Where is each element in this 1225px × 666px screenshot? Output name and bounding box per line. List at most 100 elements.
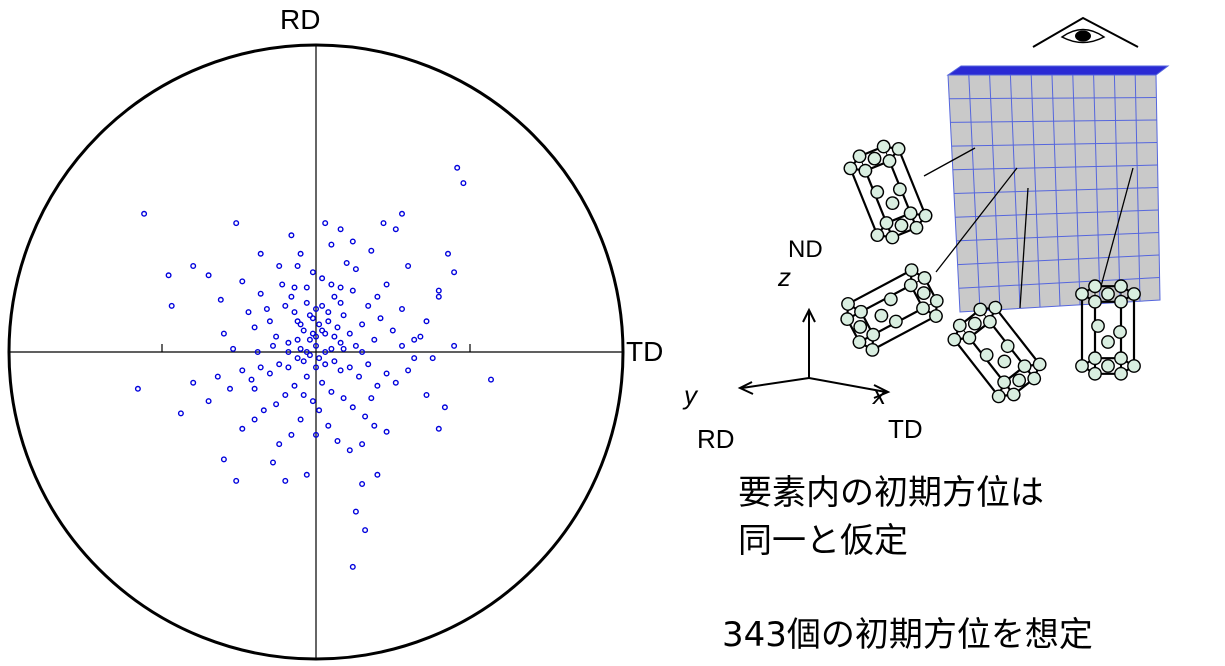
pole-point [368, 247, 375, 254]
x-label: x [873, 380, 886, 410]
pole-point [294, 318, 301, 325]
pole-point [168, 302, 175, 309]
pole-point [190, 263, 197, 270]
pole-point [411, 355, 418, 362]
pole-point [313, 342, 320, 349]
pole-point [257, 290, 264, 297]
pole-point [322, 330, 329, 337]
pole-point [346, 364, 353, 371]
pole-figure [7, 43, 625, 661]
pole-point [233, 477, 240, 484]
pole-point [349, 563, 356, 570]
pole-point [300, 327, 307, 334]
z-arrow-icon [802, 307, 816, 323]
pole-point [337, 367, 344, 374]
pole-point [177, 410, 184, 417]
pole-point [328, 241, 335, 248]
hcp-cell-icon [843, 139, 933, 245]
caption-line-2: 同一と仮定 [738, 521, 908, 561]
pole-point [233, 220, 240, 227]
pole-point [325, 422, 332, 429]
pole-point [276, 263, 283, 270]
cube-grid-line [955, 209, 1159, 218]
pole-point [383, 370, 390, 377]
pole-point [285, 364, 292, 371]
pole-point [399, 210, 406, 217]
pole-point [254, 349, 261, 356]
pole-point [328, 388, 335, 395]
pole-point [349, 287, 356, 294]
pole-point [316, 321, 323, 328]
pole-point [334, 438, 341, 445]
pole-point [371, 336, 378, 343]
pole-point [230, 345, 237, 352]
pole-point [291, 284, 298, 291]
pole-point [325, 318, 332, 325]
pole-point [300, 392, 307, 399]
pole-point [294, 263, 301, 270]
pole-point [273, 401, 280, 408]
hcp-crystals [840, 139, 1141, 404]
pole-point [343, 260, 350, 267]
pole-point [435, 287, 442, 294]
cube-grid-line [1093, 74, 1101, 304]
pole-point [325, 309, 332, 316]
pole-point [359, 349, 366, 356]
pole-point [337, 284, 344, 291]
pole-point [340, 395, 347, 402]
cube-grid-line [1072, 74, 1081, 305]
pole-point [300, 358, 307, 365]
y-label: y [684, 380, 697, 410]
pole-point [303, 349, 310, 356]
pole-point [313, 306, 320, 313]
pole-point [322, 349, 329, 356]
pole-point [383, 428, 390, 435]
pole-point [411, 336, 418, 343]
pole-point [488, 376, 495, 383]
pole-point [226, 385, 233, 392]
pole-point [340, 345, 347, 352]
pole-point [313, 431, 320, 438]
pole-point [337, 339, 344, 346]
poles-group [134, 164, 495, 570]
pole-point [220, 330, 227, 337]
pole-point [282, 302, 289, 309]
pole-point [334, 324, 341, 331]
pole-point [460, 180, 467, 187]
pole-point [322, 361, 329, 368]
pole-point [359, 321, 366, 328]
pole-point [251, 324, 258, 331]
pole-figure-td-label: TD [626, 336, 664, 367]
pole-point [359, 441, 366, 448]
pole-point [451, 269, 458, 276]
pole-point [134, 385, 141, 392]
pole-point [374, 471, 381, 478]
pole-point [349, 404, 356, 411]
x-arrow-icon [873, 384, 891, 399]
pole-point [331, 293, 338, 300]
pole-point [337, 226, 344, 233]
leader-lines [923, 147, 1134, 309]
pole-point [423, 318, 430, 325]
pole-point [205, 272, 212, 279]
pole-point [405, 263, 412, 270]
pole-point [331, 333, 338, 340]
pole-point [365, 361, 372, 368]
pole-point [331, 358, 338, 365]
caption-line-1: 要素内の初期方位は [738, 473, 1044, 513]
eye-icon [1032, 16, 1139, 48]
pole-point [322, 220, 329, 227]
y-arrow-icon [737, 381, 754, 395]
pole-point [328, 345, 335, 352]
pole-point [248, 376, 255, 383]
pole-point [377, 315, 384, 322]
pole-point [316, 355, 323, 362]
pole-point [282, 477, 289, 484]
pole-point [316, 407, 323, 414]
pole-point [454, 164, 461, 171]
pole-point [374, 382, 381, 389]
pole-point [389, 327, 396, 334]
pole-point [309, 330, 316, 337]
pole-point [217, 296, 224, 303]
